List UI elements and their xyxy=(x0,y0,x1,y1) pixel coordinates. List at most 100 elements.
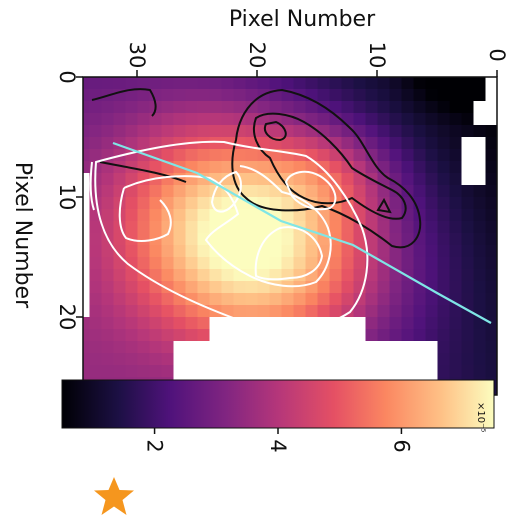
heatmap-cell xyxy=(185,317,198,330)
black-contour-mid xyxy=(252,112,407,220)
black-contour-edge xyxy=(91,88,187,183)
heatmap-cell xyxy=(353,209,366,222)
heatmap-cell xyxy=(401,245,414,258)
heatmap-cell xyxy=(233,341,246,354)
heatmap-cell xyxy=(173,233,186,246)
heatmap-cell xyxy=(461,101,474,114)
heatmap-cell xyxy=(305,233,318,246)
heatmap-cell xyxy=(221,89,234,102)
heatmap-cell xyxy=(485,233,497,246)
heatmap-cell xyxy=(209,353,222,366)
heatmap-cell xyxy=(257,233,270,246)
heatmap-cell xyxy=(257,293,270,306)
heatmap-cell xyxy=(83,161,90,174)
heatmap-cell xyxy=(437,281,450,294)
heatmap-cell xyxy=(377,353,390,366)
heatmap-cell xyxy=(245,329,258,342)
heatmap-cell xyxy=(101,113,114,126)
heatmap-cell xyxy=(149,209,162,222)
star-icon xyxy=(94,477,134,515)
heatmap-cell xyxy=(281,365,294,378)
heatmap-cell xyxy=(293,293,306,306)
heatmap-cell xyxy=(341,329,354,342)
heatmap-cell xyxy=(401,173,414,186)
heatmap-cell xyxy=(245,233,258,246)
heatmap-cell xyxy=(461,353,474,366)
heatmap-cell xyxy=(125,341,138,354)
heatmap-cell xyxy=(413,269,426,282)
heatmap-cell xyxy=(389,77,402,90)
heatmap-cell xyxy=(413,245,426,258)
heatmap-cell xyxy=(233,293,246,306)
heatmap-cell xyxy=(449,89,462,102)
heatmap-cell xyxy=(377,77,390,90)
heatmap-cell xyxy=(413,77,426,90)
heatmap-cell xyxy=(269,353,282,366)
heatmap-cell xyxy=(437,113,450,126)
x-tick-label: 20 xyxy=(245,42,269,69)
heatmap-cell xyxy=(269,221,282,234)
heatmap-cell xyxy=(185,245,198,258)
heatmap-cell xyxy=(473,161,486,174)
heatmap-cell xyxy=(305,113,318,126)
heatmap-cell xyxy=(413,233,426,246)
heatmap-cell xyxy=(485,137,497,150)
heatmap-cell xyxy=(221,329,234,342)
heatmap-cell xyxy=(83,89,90,102)
heatmap-cell xyxy=(221,101,234,114)
heatmap-cell xyxy=(449,197,462,210)
heatmap-cell xyxy=(125,281,138,294)
heatmap-cell xyxy=(341,137,354,150)
heatmap-cell xyxy=(353,365,366,378)
heatmap-cell xyxy=(317,113,330,126)
heatmap-cell xyxy=(329,125,342,138)
heatmap-cell xyxy=(137,281,150,294)
heatmap-cell xyxy=(173,77,186,90)
heatmap-cell xyxy=(221,149,234,162)
y-tick-label: 10 xyxy=(55,184,79,211)
heatmap-cell xyxy=(437,305,450,318)
heatmap-cell xyxy=(401,365,414,378)
heatmap-cell xyxy=(83,281,90,294)
heatmap-cell xyxy=(317,209,330,222)
heatmap-cell xyxy=(137,125,150,138)
black-contour-inner xyxy=(264,120,287,142)
heatmap-cell xyxy=(377,329,390,342)
heatmap-cell xyxy=(413,257,426,270)
heatmap-cell xyxy=(401,89,414,102)
heatmap-cell xyxy=(353,257,366,270)
heatmap-cell xyxy=(377,305,390,318)
heatmap-cell xyxy=(113,245,126,258)
heatmap-cell xyxy=(257,173,270,186)
heatmap-cell xyxy=(257,77,270,90)
heatmap-cell xyxy=(125,209,138,222)
heatmap-cell xyxy=(329,329,342,342)
heatmap-cell xyxy=(293,317,306,330)
heatmap-cell xyxy=(461,281,474,294)
heatmap-cell xyxy=(113,101,126,114)
heatmap-cell xyxy=(317,293,330,306)
heatmap-cell xyxy=(83,221,90,234)
heatmap-cell xyxy=(425,233,438,246)
heatmap-cell xyxy=(173,101,186,114)
heatmap-cell xyxy=(341,365,354,378)
heatmap-cell xyxy=(221,269,234,282)
heatmap-cell xyxy=(437,101,450,114)
heatmap-cell xyxy=(413,329,426,342)
heatmap-cell xyxy=(173,257,186,270)
heatmap-cell xyxy=(317,161,330,174)
heatmap-cell xyxy=(185,89,198,102)
heatmap-cell xyxy=(125,125,138,138)
heatmap-cell xyxy=(461,77,474,90)
heatmap-cell xyxy=(425,209,438,222)
heatmap-cell xyxy=(197,209,210,222)
heatmap-cell xyxy=(221,173,234,186)
heatmap-cell xyxy=(353,341,366,354)
heatmap-cell xyxy=(209,329,222,342)
heatmap-cell xyxy=(305,305,318,318)
heatmap-cell xyxy=(137,365,150,378)
heatmap-cell xyxy=(473,281,486,294)
heatmap-cell xyxy=(485,257,497,270)
heatmap-cell xyxy=(473,101,486,114)
y-axis-ticks: 0 10 20 xyxy=(55,70,83,330)
